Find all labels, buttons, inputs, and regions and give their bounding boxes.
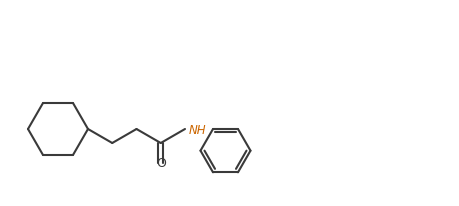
Text: NH: NH [189, 123, 207, 136]
Text: O: O [156, 157, 166, 170]
